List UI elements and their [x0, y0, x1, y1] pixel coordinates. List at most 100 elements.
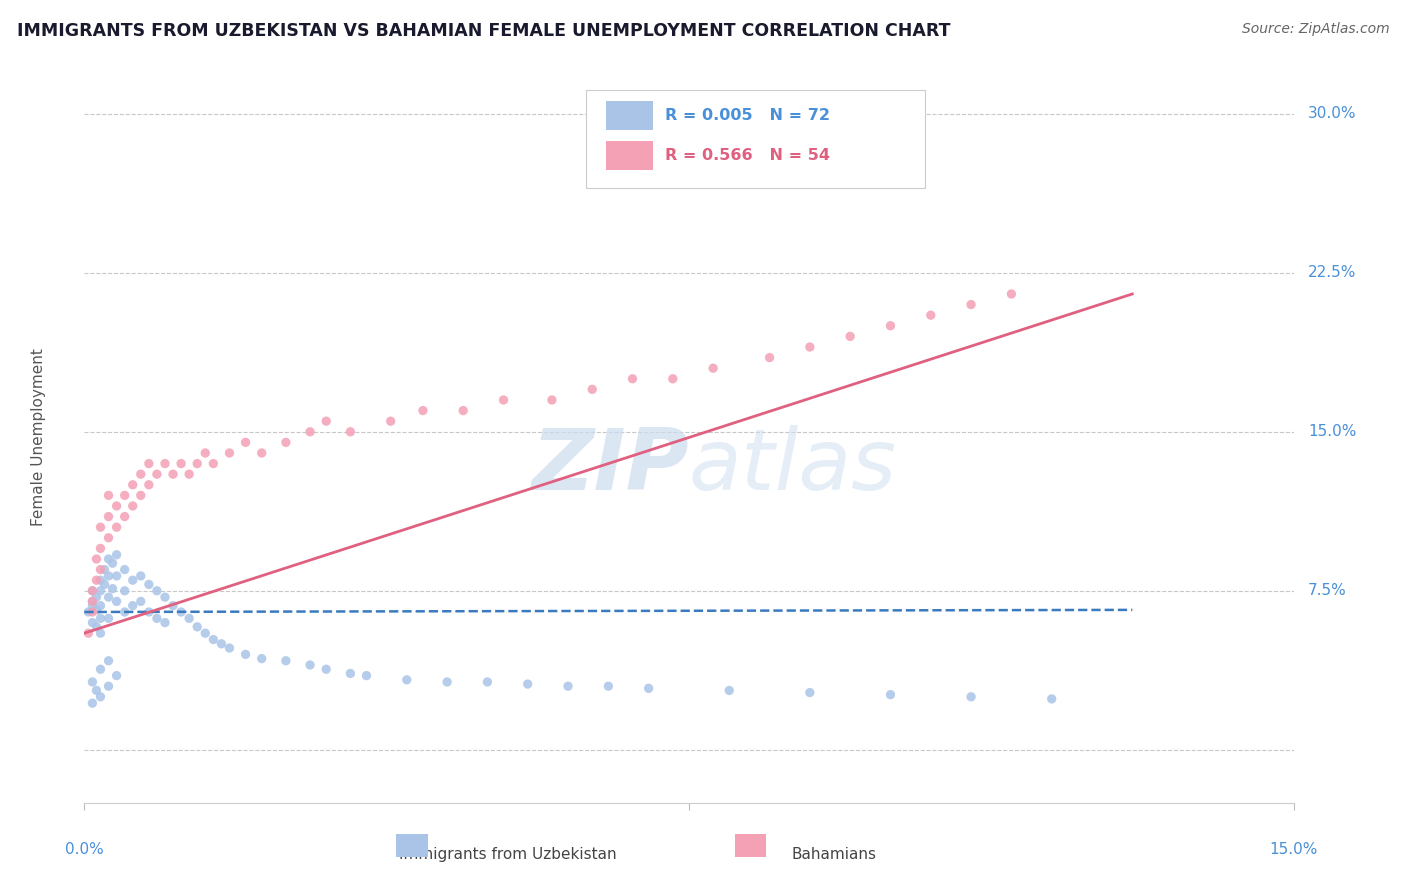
Point: [194, 446, 217, 460]
Point: [146, 467, 169, 482]
Point: [105, 499, 128, 513]
Point: [315, 662, 337, 676]
Point: [920, 308, 942, 322]
Text: Bahamians: Bahamians: [792, 847, 876, 862]
Point: [82, 583, 104, 598]
Point: [138, 457, 160, 471]
Point: [516, 677, 538, 691]
Point: [97, 488, 120, 502]
Point: [153, 457, 176, 471]
Point: [960, 297, 983, 311]
Point: [89, 690, 111, 704]
Point: [82, 675, 104, 690]
Point: [86, 573, 108, 587]
Point: [86, 620, 108, 634]
Point: [89, 520, 111, 534]
Text: 0.0%: 0.0%: [65, 842, 104, 856]
FancyBboxPatch shape: [396, 833, 427, 857]
Point: [86, 683, 108, 698]
Point: [662, 372, 685, 386]
Point: [339, 666, 361, 681]
Point: [186, 620, 208, 634]
Point: [179, 611, 201, 625]
Point: [138, 605, 160, 619]
Point: [879, 688, 901, 702]
Point: [1000, 287, 1022, 301]
Point: [138, 477, 160, 491]
Point: [129, 569, 152, 583]
Point: [101, 582, 124, 596]
Point: [89, 573, 111, 587]
Point: [105, 520, 128, 534]
Point: [339, 425, 361, 439]
Point: [839, 329, 862, 343]
Text: Source: ZipAtlas.com: Source: ZipAtlas.com: [1241, 22, 1389, 37]
Point: [89, 541, 111, 556]
Point: [299, 425, 322, 439]
Point: [89, 583, 111, 598]
Point: [77, 626, 100, 640]
Text: 22.5%: 22.5%: [1308, 265, 1357, 280]
Point: [202, 457, 225, 471]
Point: [960, 690, 983, 704]
Point: [97, 679, 120, 693]
Point: [121, 499, 143, 513]
Point: [129, 488, 152, 502]
Point: [170, 605, 193, 619]
FancyBboxPatch shape: [606, 141, 652, 169]
Point: [82, 583, 104, 598]
Point: [97, 569, 120, 583]
Point: [89, 599, 111, 613]
Point: [194, 626, 217, 640]
Point: [97, 654, 120, 668]
Text: Immigrants from Uzbekistan: Immigrants from Uzbekistan: [399, 847, 616, 862]
Point: [82, 605, 104, 619]
Point: [82, 594, 104, 608]
Point: [86, 590, 108, 604]
FancyBboxPatch shape: [606, 101, 652, 129]
Point: [105, 569, 128, 583]
Point: [202, 632, 225, 647]
Text: ZIP: ZIP: [531, 425, 689, 508]
Text: R = 0.005   N = 72: R = 0.005 N = 72: [665, 108, 830, 123]
Point: [218, 446, 240, 460]
Point: [235, 435, 257, 450]
Point: [114, 605, 136, 619]
Text: atlas: atlas: [689, 425, 897, 508]
Point: [799, 128, 821, 142]
Point: [451, 403, 474, 417]
Point: [86, 603, 108, 617]
Point: [621, 372, 644, 386]
Text: IMMIGRANTS FROM UZBEKISTAN VS BAHAMIAN FEMALE UNEMPLOYMENT CORRELATION CHART: IMMIGRANTS FROM UZBEKISTAN VS BAHAMIAN F…: [17, 22, 950, 40]
Point: [395, 673, 418, 687]
Point: [93, 563, 115, 577]
Point: [129, 467, 152, 482]
Point: [179, 467, 201, 482]
Point: [799, 685, 821, 699]
Point: [637, 681, 659, 696]
Point: [209, 637, 232, 651]
Point: [315, 414, 337, 428]
Point: [235, 648, 257, 662]
Point: [105, 594, 128, 608]
Point: [170, 457, 193, 471]
Point: [97, 509, 120, 524]
Point: [412, 403, 434, 417]
Point: [89, 662, 111, 676]
Point: [186, 457, 208, 471]
Point: [541, 392, 564, 407]
Point: [97, 590, 120, 604]
Point: [153, 590, 176, 604]
Point: [114, 563, 136, 577]
Point: [89, 563, 111, 577]
Text: 30.0%: 30.0%: [1308, 106, 1357, 121]
Point: [153, 615, 176, 630]
Point: [101, 556, 124, 570]
Point: [105, 548, 128, 562]
Point: [146, 611, 169, 625]
Point: [121, 573, 143, 587]
Text: 15.0%: 15.0%: [1270, 842, 1317, 856]
Point: [598, 679, 620, 693]
Point: [1040, 692, 1063, 706]
Point: [97, 552, 120, 566]
